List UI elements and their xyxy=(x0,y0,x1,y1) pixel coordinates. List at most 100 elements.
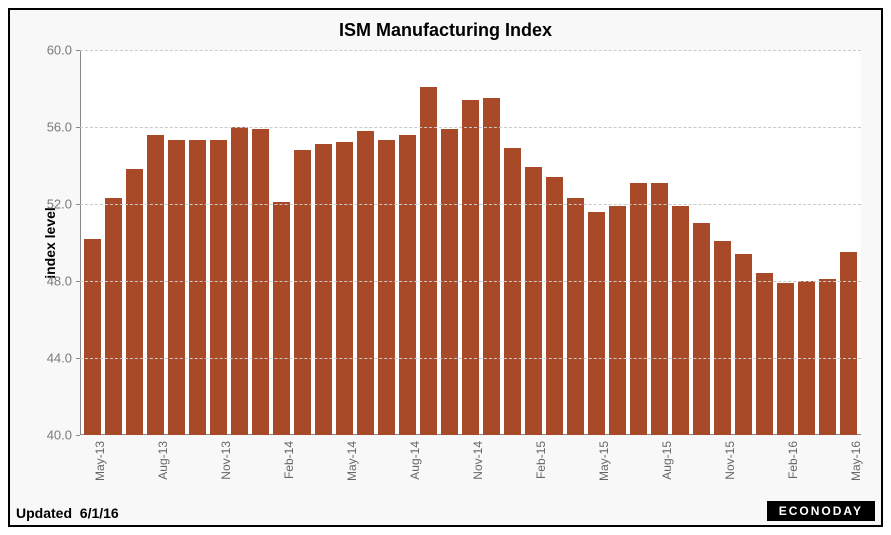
bar-slot xyxy=(502,50,523,435)
bar-slot xyxy=(124,50,145,435)
gridline xyxy=(80,281,861,282)
x-label-slot xyxy=(670,437,691,497)
bar-slot xyxy=(712,50,733,435)
bar-slot xyxy=(418,50,439,435)
y-tick-mark xyxy=(76,281,80,282)
bar-slot xyxy=(796,50,817,435)
bar xyxy=(714,241,730,435)
x-label-slot xyxy=(292,437,313,497)
x-label-slot: May-16 xyxy=(838,437,859,497)
x-label-slot: Aug-15 xyxy=(649,437,670,497)
bar xyxy=(462,100,478,435)
bar xyxy=(420,87,436,435)
y-tick-mark xyxy=(76,358,80,359)
x-label-slot xyxy=(229,437,250,497)
x-label-slot xyxy=(502,437,523,497)
bar-slot xyxy=(775,50,796,435)
bar xyxy=(756,273,772,435)
x-label-slot: Aug-14 xyxy=(397,437,418,497)
bar xyxy=(126,169,142,435)
x-label-slot xyxy=(607,437,628,497)
x-label-slot: May-13 xyxy=(82,437,103,497)
x-label-slot xyxy=(796,437,817,497)
x-label-slot xyxy=(565,437,586,497)
x-label-slot xyxy=(376,437,397,497)
bar-slot xyxy=(250,50,271,435)
bar xyxy=(609,206,625,435)
bar-slot xyxy=(670,50,691,435)
y-tick-label: 56.0 xyxy=(47,120,72,135)
bar xyxy=(672,206,688,435)
bar-slot xyxy=(586,50,607,435)
x-label-slot xyxy=(817,437,838,497)
y-tick-mark xyxy=(76,204,80,205)
bar-slot xyxy=(733,50,754,435)
x-label-slot xyxy=(754,437,775,497)
bar-slot xyxy=(145,50,166,435)
x-label-slot xyxy=(544,437,565,497)
x-label-slot xyxy=(733,437,754,497)
x-label-slot xyxy=(691,437,712,497)
bar xyxy=(651,183,667,435)
gridline xyxy=(80,204,861,205)
x-label-slot: May-15 xyxy=(586,437,607,497)
bar-slot xyxy=(187,50,208,435)
x-label-slot: Feb-16 xyxy=(775,437,796,497)
gridline xyxy=(80,127,861,128)
chart-title: ISM Manufacturing Index xyxy=(10,10,881,41)
bar xyxy=(336,142,352,435)
y-tick-label: 40.0 xyxy=(47,428,72,443)
bar-slot xyxy=(271,50,292,435)
bar xyxy=(546,177,562,435)
x-label-slot xyxy=(628,437,649,497)
x-label-slot: Nov-15 xyxy=(712,437,733,497)
bar xyxy=(525,167,541,435)
x-label-slot: Nov-14 xyxy=(460,437,481,497)
bar-slot xyxy=(208,50,229,435)
bar-slot xyxy=(565,50,586,435)
bar-slot xyxy=(355,50,376,435)
bar xyxy=(273,202,289,435)
bar-slot xyxy=(229,50,250,435)
bar-slot xyxy=(460,50,481,435)
bar-slot xyxy=(166,50,187,435)
bar-slot xyxy=(292,50,313,435)
y-tick-mark xyxy=(76,50,80,51)
x-label-slot xyxy=(481,437,502,497)
bar-series xyxy=(80,50,861,435)
y-axis-title: index level xyxy=(42,207,58,279)
gridline xyxy=(80,50,861,51)
x-label-slot: May-14 xyxy=(334,437,355,497)
bar xyxy=(399,135,415,435)
bar xyxy=(105,198,121,435)
chart-frame: ISM Manufacturing Index index level 40.0… xyxy=(8,8,883,527)
bar xyxy=(189,140,205,435)
bar xyxy=(504,148,520,435)
x-label-slot xyxy=(439,437,460,497)
bar xyxy=(630,183,646,435)
gridline xyxy=(80,358,861,359)
bar xyxy=(567,198,583,435)
x-label-slot xyxy=(103,437,124,497)
bar xyxy=(693,223,709,435)
updated-label: Updated 6/1/16 xyxy=(16,505,119,521)
bar xyxy=(315,144,331,435)
bar-slot xyxy=(544,50,565,435)
x-label-slot xyxy=(355,437,376,497)
bar xyxy=(840,252,856,435)
bar xyxy=(147,135,163,435)
bar xyxy=(210,140,226,435)
y-tick-label: 44.0 xyxy=(47,351,72,366)
bar-slot xyxy=(376,50,397,435)
x-label-slot: Aug-13 xyxy=(145,437,166,497)
y-tick-label: 48.0 xyxy=(47,274,72,289)
x-label-slot xyxy=(418,437,439,497)
x-label-slot: Nov-13 xyxy=(208,437,229,497)
bar-slot xyxy=(649,50,670,435)
x-label-slot xyxy=(187,437,208,497)
x-axis: May-13Aug-13Nov-13Feb-14May-14Aug-14Nov-… xyxy=(80,435,861,499)
y-tick-mark xyxy=(76,127,80,128)
bar xyxy=(378,140,394,435)
bar-slot xyxy=(103,50,124,435)
bar-slot xyxy=(754,50,775,435)
